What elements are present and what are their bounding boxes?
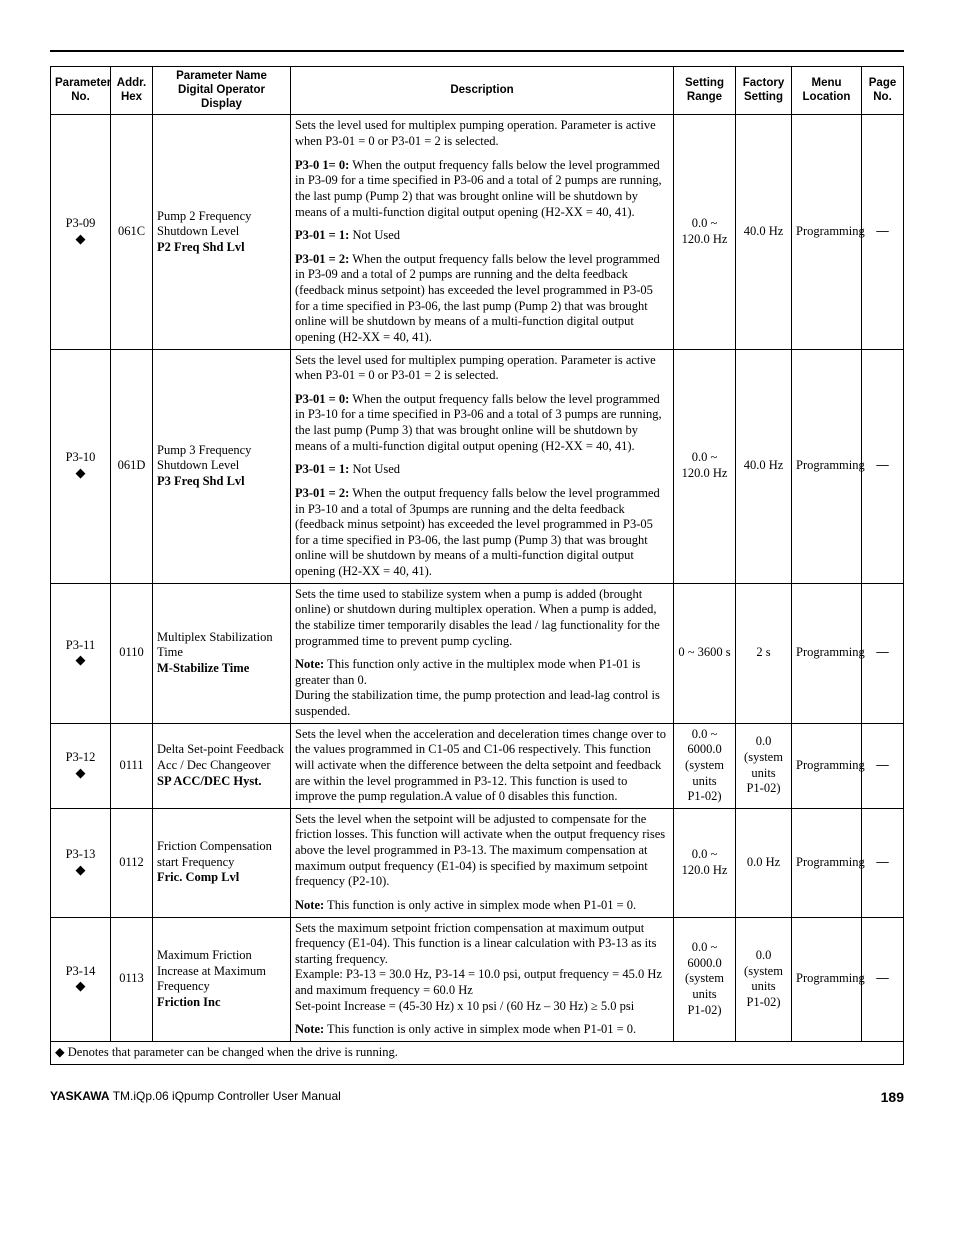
page-footer: YASKAWA TM.iQp.06 iQpump Controller User… <box>50 1089 904 1105</box>
addr-hex: 061C <box>111 115 153 349</box>
header-range: SettingRange <box>674 67 736 115</box>
header-desc: Description <box>291 67 674 115</box>
factory-setting: 0.0(systemunitsP1-02) <box>736 723 792 808</box>
header-factory: FactorySetting <box>736 67 792 115</box>
param-name: Maximum Friction Increase at Maximum Fre… <box>153 917 291 1041</box>
addr-hex: 0112 <box>111 808 153 917</box>
param-description: Sets the level used for multiplex pumpin… <box>291 115 674 349</box>
table-row: P3-13◆0112Friction Compensation start Fr… <box>51 808 904 917</box>
param-number: P3-12◆ <box>51 723 111 808</box>
table-row: P3-11◆0110Multiplex Stabilization TimeM-… <box>51 583 904 723</box>
page-ref: — <box>862 917 904 1041</box>
menu-location: Programming <box>792 917 862 1041</box>
footer-page-number: 189 <box>881 1089 904 1105</box>
addr-hex: 0110 <box>111 583 153 723</box>
param-number: P3-10◆ <box>51 349 111 583</box>
diamond-icon: ◆ <box>76 862 86 877</box>
table-footnote: ◆ Denotes that parameter can be changed … <box>51 1041 904 1064</box>
header-menu: MenuLocation <box>792 67 862 115</box>
diamond-icon: ◆ <box>76 465 86 480</box>
diamond-icon: ◆ <box>76 652 86 667</box>
param-name: Pump 2 Frequency Shutdown LevelP2 Freq S… <box>153 115 291 349</box>
param-number: P3-14◆ <box>51 917 111 1041</box>
footer-title: TM.iQp.06 iQpump Controller User Manual <box>110 1089 341 1103</box>
factory-setting: 0.0 Hz <box>736 808 792 917</box>
table-row: P3-09◆061CPump 2 Frequency Shutdown Leve… <box>51 115 904 349</box>
table-header: ParameterNo. Addr.Hex Parameter NameDigi… <box>51 67 904 115</box>
header-param: ParameterNo. <box>51 67 111 115</box>
setting-range: 0.0 ~120.0 Hz <box>674 808 736 917</box>
addr-hex: 061D <box>111 349 153 583</box>
page-ref: — <box>862 723 904 808</box>
param-description: Sets the level used for multiplex pumpin… <box>291 349 674 583</box>
param-description: Sets the time used to stabilize system w… <box>291 583 674 723</box>
param-name: Friction Compensation start FrequencyFri… <box>153 808 291 917</box>
table-body: P3-09◆061CPump 2 Frequency Shutdown Leve… <box>51 115 904 1042</box>
menu-location: Programming <box>792 723 862 808</box>
top-rule <box>50 50 904 52</box>
param-description: Sets the level when the setpoint will be… <box>291 808 674 917</box>
setting-range: 0.0 ~120.0 Hz <box>674 115 736 349</box>
parameter-table: ParameterNo. Addr.Hex Parameter NameDigi… <box>50 66 904 1065</box>
param-name: Delta Set-point Feedback Acc / Dec Chang… <box>153 723 291 808</box>
addr-hex: 0111 <box>111 723 153 808</box>
menu-location: Programming <box>792 349 862 583</box>
page-ref: — <box>862 349 904 583</box>
menu-location: Programming <box>792 808 862 917</box>
param-name: Pump 3 Frequency Shutdown LevelP3 Freq S… <box>153 349 291 583</box>
diamond-icon: ◆ <box>76 765 86 780</box>
factory-setting: 2 s <box>736 583 792 723</box>
table-row: P3-14◆0113Maximum Friction Increase at M… <box>51 917 904 1041</box>
setting-range: 0.0 ~120.0 Hz <box>674 349 736 583</box>
page: ParameterNo. Addr.Hex Parameter NameDigi… <box>0 0 954 1235</box>
header-addr: Addr.Hex <box>111 67 153 115</box>
page-ref: — <box>862 115 904 349</box>
setting-range: 0 ~ 3600 s <box>674 583 736 723</box>
param-number: P3-11◆ <box>51 583 111 723</box>
header-page: PageNo. <box>862 67 904 115</box>
param-name: Multiplex Stabilization TimeM-Stabilize … <box>153 583 291 723</box>
factory-setting: 0.0(systemunitsP1-02) <box>736 917 792 1041</box>
param-description: Sets the level when the acceleration and… <box>291 723 674 808</box>
diamond-icon: ◆ <box>76 978 86 993</box>
factory-setting: 40.0 Hz <box>736 115 792 349</box>
addr-hex: 0113 <box>111 917 153 1041</box>
setting-range: 0.0 ~6000.0(systemunitsP1-02) <box>674 723 736 808</box>
menu-location: Programming <box>792 115 862 349</box>
diamond-icon: ◆ <box>76 231 86 246</box>
table-row: P3-10◆061DPump 3 Frequency Shutdown Leve… <box>51 349 904 583</box>
page-ref: — <box>862 808 904 917</box>
param-description: Sets the maximum setpoint friction compe… <box>291 917 674 1041</box>
footer-left: YASKAWA TM.iQp.06 iQpump Controller User… <box>50 1089 341 1105</box>
param-number: P3-13◆ <box>51 808 111 917</box>
table-row: P3-12◆0111Delta Set-point Feedback Acc /… <box>51 723 904 808</box>
header-name: Parameter NameDigital OperatorDisplay <box>153 67 291 115</box>
page-ref: — <box>862 583 904 723</box>
param-number: P3-09◆ <box>51 115 111 349</box>
menu-location: Programming <box>792 583 862 723</box>
factory-setting: 40.0 Hz <box>736 349 792 583</box>
footer-brand: YASKAWA <box>50 1089 110 1103</box>
setting-range: 0.0 ~6000.0(systemunitsP1-02) <box>674 917 736 1041</box>
